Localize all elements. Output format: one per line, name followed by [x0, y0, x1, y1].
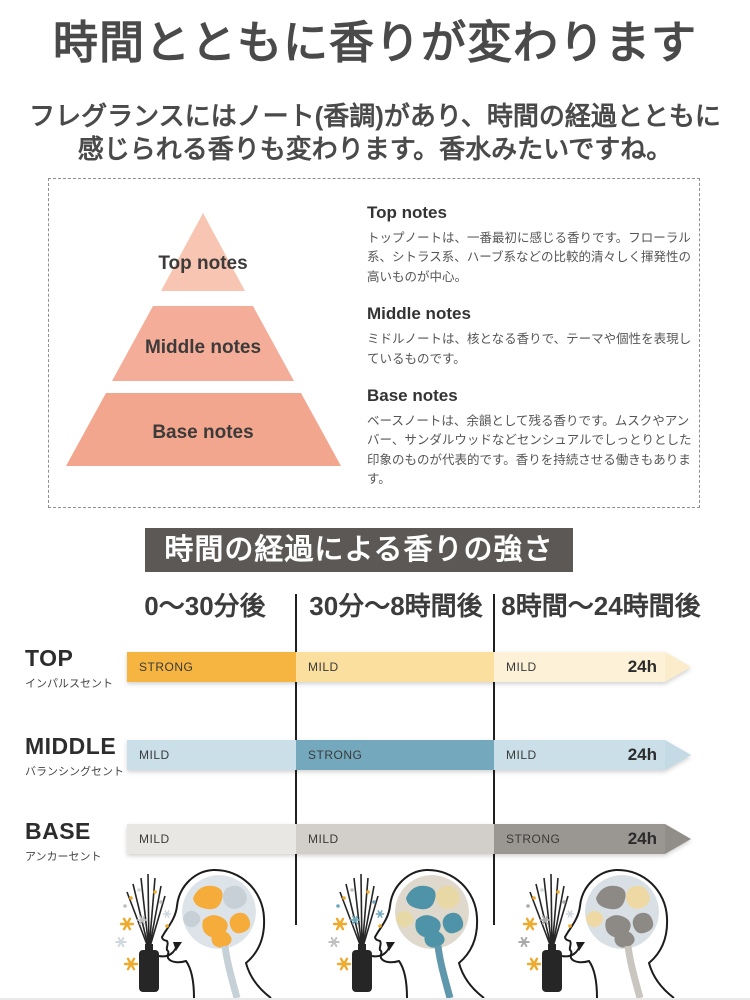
scent-arrow [561, 942, 585, 958]
bar-middle-segment-1: MILD [127, 740, 296, 770]
bar-middle-segment-2: STRONG [296, 740, 494, 770]
brain-illustration [182, 875, 256, 949]
bar-top-segment-3: MILD [494, 652, 665, 682]
bar-top-segment-1: STRONG [127, 652, 296, 682]
brain-illustration [585, 875, 659, 949]
top-notes-description: Top notes トップノートは、一番最初に感じる香りです。フローラル系、シト… [367, 203, 699, 287]
bar-middle-segment-3: MILD [494, 740, 665, 770]
bar-top-segment-2: MILD [296, 652, 494, 682]
column-header-1: 0〜30分後 [144, 591, 266, 621]
reed-diffuser [529, 873, 569, 992]
reed-diffuser [339, 873, 379, 992]
spinal-stem [221, 945, 241, 998]
strength-chart-banner: 時間の経過による香りの強さ [145, 528, 573, 572]
scent-sparkles [518, 910, 575, 971]
bar-base-segment-2: MILD [296, 824, 494, 854]
column-header-2: 30分〜8時間後 [309, 591, 483, 621]
pyramid-base-slice [66, 393, 341, 466]
diffuser-bottle [352, 950, 372, 992]
row-base-subname: アンカーセント [25, 851, 102, 863]
bottom-divider [0, 998, 750, 1000]
scent-arrow [371, 942, 395, 958]
strength-bar-top: STRONG MILD MILD 24h [127, 652, 691, 682]
diffuser-bottle [139, 950, 159, 992]
base-notes-description: Base notes ベースノートは、余韻として残る香りです。ムスクやアンバー、… [367, 386, 699, 490]
bar-top-arrow-tip [665, 652, 691, 682]
scent-dots [123, 888, 169, 928]
scent-sparkles [115, 910, 172, 971]
bar-middle-24h-label: 24h [627, 745, 657, 764]
scent-sparkles [328, 910, 385, 971]
head-outline [373, 868, 485, 998]
pyramid-base-label: Base notes [152, 422, 253, 443]
row-middle-name: MIDDLE [25, 733, 117, 759]
scent-arrow [158, 942, 182, 958]
row-label-middle: MIDDLE バランシングセント [25, 733, 125, 779]
row-label-top: TOP インパルスセント [25, 645, 125, 691]
top-notes-heading: Top notes [367, 203, 447, 222]
column-header-3: 8時間〜24時間後 [501, 591, 701, 621]
pyramid-top-label: Top notes [158, 253, 247, 274]
notes-pyramid: Top notes Middle notes Base notes [66, 213, 341, 466]
diffuser-sticks [126, 873, 166, 951]
reed-diffuser [126, 873, 166, 992]
head-outline [160, 868, 272, 998]
spinal-stem [434, 945, 454, 998]
strength-bar-base: MILD MILD STRONG 24h [127, 824, 691, 854]
diffuser-sticks [529, 873, 569, 951]
middle-notes-description: Middle notes ミドルノートは、核となる香りで、テーマや個性を表現して… [367, 304, 699, 369]
spinal-stem [624, 945, 644, 998]
row-top-name: TOP [25, 645, 74, 671]
base-notes-heading: Base notes [367, 385, 458, 405]
row-base-name: BASE [25, 818, 91, 844]
row-label-base: BASE アンカーセント [25, 818, 125, 864]
head-outline [563, 868, 675, 998]
bar-middle-arrow-tip [665, 740, 691, 770]
subtitle-line-1: フレグランスにはノート(香調)があり、時間の経過とともに [29, 101, 721, 131]
page-title: 時間とともに香りが変わります [52, 17, 697, 68]
bar-top-24h-label: 24h [627, 657, 657, 676]
figure-middle-note-head [328, 868, 485, 998]
row-middle-subname: バランシングセント [25, 766, 124, 778]
figure-top-note-head [115, 868, 272, 998]
base-notes-body: ベースノートは、余韻として残る香りです。ムスクやアンバー、サンダルウッドなどセン… [367, 413, 692, 486]
diffuser-sticks [339, 873, 379, 951]
page-subtitle: フレグランスにはノート(香調)があり、時間の経過とともに 感じられる香りも変わり… [0, 100, 750, 165]
pyramid-top-slice [161, 213, 245, 291]
middle-notes-body: ミドルノートは、核となる香りで、テーマや個性を表現しているものです。 [367, 332, 692, 366]
bar-base-segment-3: STRONG [494, 824, 665, 854]
figure-base-note-head [518, 868, 675, 998]
row-top-subname: インパルスセント [25, 678, 113, 690]
subtitle-line-2: 感じられる香りも変わります。香水みたいですね。 [77, 133, 673, 164]
top-notes-body: トップノートは、一番最初に感じる香りです。フローラル系、シトラス系、ハーブ系など… [367, 231, 692, 284]
fragrance-notes-box: Top notes Middle notes Base notes Top no… [48, 178, 700, 508]
bar-base-24h-label: 24h [627, 829, 657, 848]
diffuser-bottle [542, 950, 562, 992]
bar-base-segment-1: MILD [127, 824, 296, 854]
pyramid-middle-slice [112, 306, 294, 381]
pyramid-middle-label: Middle notes [145, 337, 261, 358]
note-descriptions: Top notes トップノートは、一番最初に感じる香りです。フローラル系、シト… [367, 203, 699, 506]
brain-illustration [395, 875, 469, 949]
bar-base-arrow-tip [665, 824, 691, 854]
scent-dots [526, 888, 572, 928]
strength-bar-middle: MILD STRONG MILD 24h [127, 740, 691, 770]
scent-dots [336, 888, 382, 928]
middle-notes-heading: Middle notes [367, 304, 471, 324]
